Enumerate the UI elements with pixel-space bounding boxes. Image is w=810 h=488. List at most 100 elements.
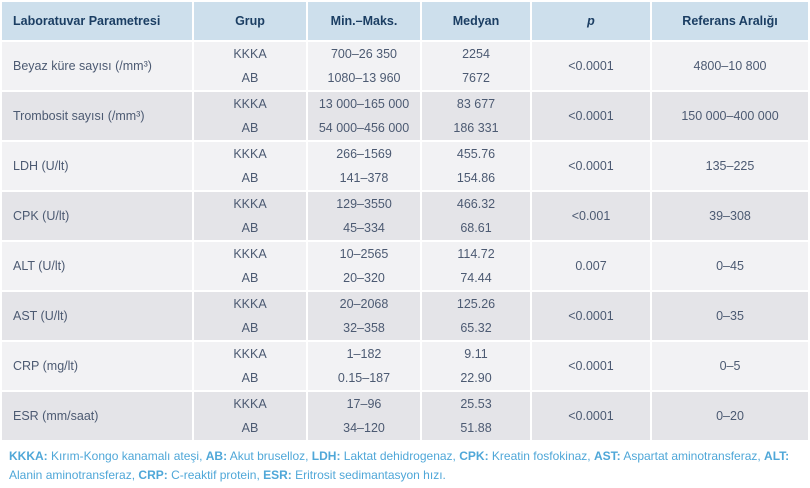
min-maks-cell: 17–96 34–120 bbox=[308, 392, 420, 440]
medyan-cell: 2254 7672 bbox=[422, 42, 530, 90]
medyan-kkka-value: 9.11 bbox=[464, 347, 488, 361]
group-kkka-label: KKKA bbox=[233, 97, 267, 111]
footnote-definition: C-reaktif protein, bbox=[167, 467, 264, 482]
min-maks-kkka-value: 700–26 350 bbox=[330, 47, 398, 61]
group-ab-label: AB bbox=[241, 371, 259, 385]
medyan-ab-value: 22.90 bbox=[460, 371, 492, 385]
group-kkka-label: KKKA bbox=[233, 397, 267, 411]
referans-araligi-cell: 0–45 bbox=[652, 242, 808, 290]
group-ab-label: AB bbox=[241, 71, 259, 85]
group-kkka-label: KKKA bbox=[233, 147, 267, 161]
min-maks-kkka-value: 17–96 bbox=[346, 397, 382, 411]
table-row: ESR (mm/saat) KKKA AB 17–96 34–120 25.53… bbox=[2, 392, 808, 440]
referans-araligi-cell: 39–308 bbox=[652, 192, 808, 240]
medyan-kkka-value: 25.53 bbox=[460, 397, 492, 411]
parameter-name-cell: ALT (U/lt) bbox=[2, 242, 192, 290]
medyan-cell: 9.11 22.90 bbox=[422, 342, 530, 390]
min-maks-kkka-value: 13 000–165 000 bbox=[318, 97, 410, 111]
medyan-cell: 83 677 186 331 bbox=[422, 92, 530, 140]
footnote-abbreviation: LDH: bbox=[311, 449, 341, 463]
medyan-cell: 455.76 154.86 bbox=[422, 142, 530, 190]
min-maks-ab-value: 54 000–456 000 bbox=[318, 121, 410, 135]
group-kkka-label: KKKA bbox=[233, 297, 267, 311]
min-maks-kkka-value: 266–1569 bbox=[336, 147, 392, 161]
p-value-cell: <0.001 bbox=[532, 192, 650, 240]
min-maks-cell: 20–2068 32–358 bbox=[308, 292, 420, 340]
col-header-min-maks: Min.–Maks. bbox=[308, 2, 420, 40]
referans-araligi-cell: 0–20 bbox=[652, 392, 808, 440]
group-ab-label: AB bbox=[241, 421, 259, 435]
lab-parameters-table: Laboratuvar Parametresi Grup Min.–Maks. … bbox=[0, 0, 810, 442]
group-cell: KKKA AB bbox=[194, 342, 306, 390]
footnote-definition: Aspartat aminotransferaz, bbox=[620, 449, 765, 463]
group-cell: KKKA AB bbox=[194, 42, 306, 90]
p-value-cell: <0.0001 bbox=[532, 92, 650, 140]
footnote-abbreviation: KKKA: bbox=[9, 449, 48, 463]
footnote-abbreviation: CRP: bbox=[138, 467, 168, 482]
min-maks-ab-value: 34–120 bbox=[343, 421, 385, 435]
footnote-definition: Kreatin fosfokinaz, bbox=[488, 449, 594, 463]
footnote-segment: AB: Akut bruselloz, bbox=[206, 449, 312, 463]
medyan-kkka-value: 455.76 bbox=[456, 147, 496, 161]
min-maks-ab-value: 32–358 bbox=[343, 321, 385, 335]
table-header: Laboratuvar Parametresi Grup Min.–Maks. … bbox=[2, 2, 808, 40]
table-row: Beyaz küre sayısı (/mm³) KKKA AB 700–26 … bbox=[2, 42, 808, 90]
min-maks-cell: 10–2565 20–320 bbox=[308, 242, 420, 290]
min-maks-cell: 266–1569 141–378 bbox=[308, 142, 420, 190]
footnote-segment: CRP: C-reaktif protein, bbox=[138, 468, 263, 482]
min-maks-ab-value: 45–334 bbox=[343, 221, 385, 235]
group-cell: KKKA AB bbox=[194, 92, 306, 140]
table-row: CRP (mg/lt) KKKA AB 1–182 0.15–187 9.11 … bbox=[2, 342, 808, 390]
group-cell: KKKA AB bbox=[194, 392, 306, 440]
footnote-abbreviation: ALT: bbox=[764, 449, 790, 463]
min-maks-kkka-value: 129–3550 bbox=[336, 197, 392, 211]
group-cell: KKKA AB bbox=[194, 192, 306, 240]
footnote-segment: AST: Aspartat aminotransferaz, bbox=[594, 449, 764, 463]
min-maks-kkka-value: 10–2565 bbox=[339, 247, 389, 261]
group-kkka-label: KKKA bbox=[233, 247, 267, 261]
parameter-name-cell: Beyaz küre sayısı (/mm³) bbox=[2, 42, 192, 90]
parameter-name-cell: LDH (U/lt) bbox=[2, 142, 192, 190]
group-cell: KKKA AB bbox=[194, 292, 306, 340]
group-ab-label: AB bbox=[241, 321, 259, 335]
footnote-segment: CPK: Kreatin fosfokinaz, bbox=[459, 449, 594, 463]
col-header-medyan: Medyan bbox=[422, 2, 530, 40]
referans-araligi-cell: 0–35 bbox=[652, 292, 808, 340]
referans-araligi-cell: 135–225 bbox=[652, 142, 808, 190]
p-value-cell: <0.0001 bbox=[532, 292, 650, 340]
min-maks-ab-value: 1080–13 960 bbox=[327, 71, 401, 85]
medyan-kkka-value: 2254 bbox=[462, 47, 490, 61]
min-maks-cell: 13 000–165 000 54 000–456 000 bbox=[308, 92, 420, 140]
col-header-grup: Grup bbox=[194, 2, 306, 40]
group-cell: KKKA AB bbox=[194, 142, 306, 190]
min-maks-cell: 1–182 0.15–187 bbox=[308, 342, 420, 390]
footnote-segment: KKKA: Kırım-Kongo kanamalı ateşi, bbox=[9, 449, 206, 463]
medyan-kkka-value: 83 677 bbox=[456, 97, 496, 111]
medyan-kkka-value: 114.72 bbox=[457, 247, 495, 261]
parameter-name-cell: AST (U/lt) bbox=[2, 292, 192, 340]
footnote-definition: Eritrosit sedimantasyon hızı. bbox=[291, 467, 446, 482]
medyan-ab-value: 7672 bbox=[462, 71, 490, 85]
parameter-name-cell: CRP (mg/lt) bbox=[2, 342, 192, 390]
table-row: LDH (U/lt) KKKA AB 266–1569 141–378 455.… bbox=[2, 142, 808, 190]
min-maks-cell: 129–3550 45–334 bbox=[308, 192, 420, 240]
medyan-cell: 25.53 51.88 bbox=[422, 392, 530, 440]
footnote-definition: Laktat dehidrogenaz, bbox=[340, 449, 460, 463]
table-body: Beyaz küre sayısı (/mm³) KKKA AB 700–26 … bbox=[2, 42, 808, 440]
group-kkka-label: KKKA bbox=[233, 197, 267, 211]
footnote-abbreviation: ESR: bbox=[263, 467, 292, 482]
group-ab-label: AB bbox=[241, 271, 259, 285]
medyan-cell: 466.32 68.61 bbox=[422, 192, 530, 240]
abbreviations-footnote: KKKA: Kırım-Kongo kanamalı ateşi, AB: Ak… bbox=[0, 442, 810, 488]
footnote-segment: ESR: Eritrosit sedimantasyon hızı. bbox=[263, 468, 446, 482]
group-ab-label: AB bbox=[241, 171, 259, 185]
footnote-definition: Akut bruselloz, bbox=[227, 449, 312, 463]
footnote-abbreviation: CPK: bbox=[459, 449, 489, 463]
p-value-cell: <0.0001 bbox=[532, 142, 650, 190]
table-row: CPK (U/lt) KKKA AB 129–3550 45–334 466.3… bbox=[2, 192, 808, 240]
medyan-kkka-value: 125.26 bbox=[456, 297, 496, 311]
min-maks-kkka-value: 1–182 bbox=[346, 347, 382, 361]
min-maks-ab-value: 141–378 bbox=[339, 171, 389, 185]
medyan-ab-value: 68.61 bbox=[460, 221, 492, 235]
